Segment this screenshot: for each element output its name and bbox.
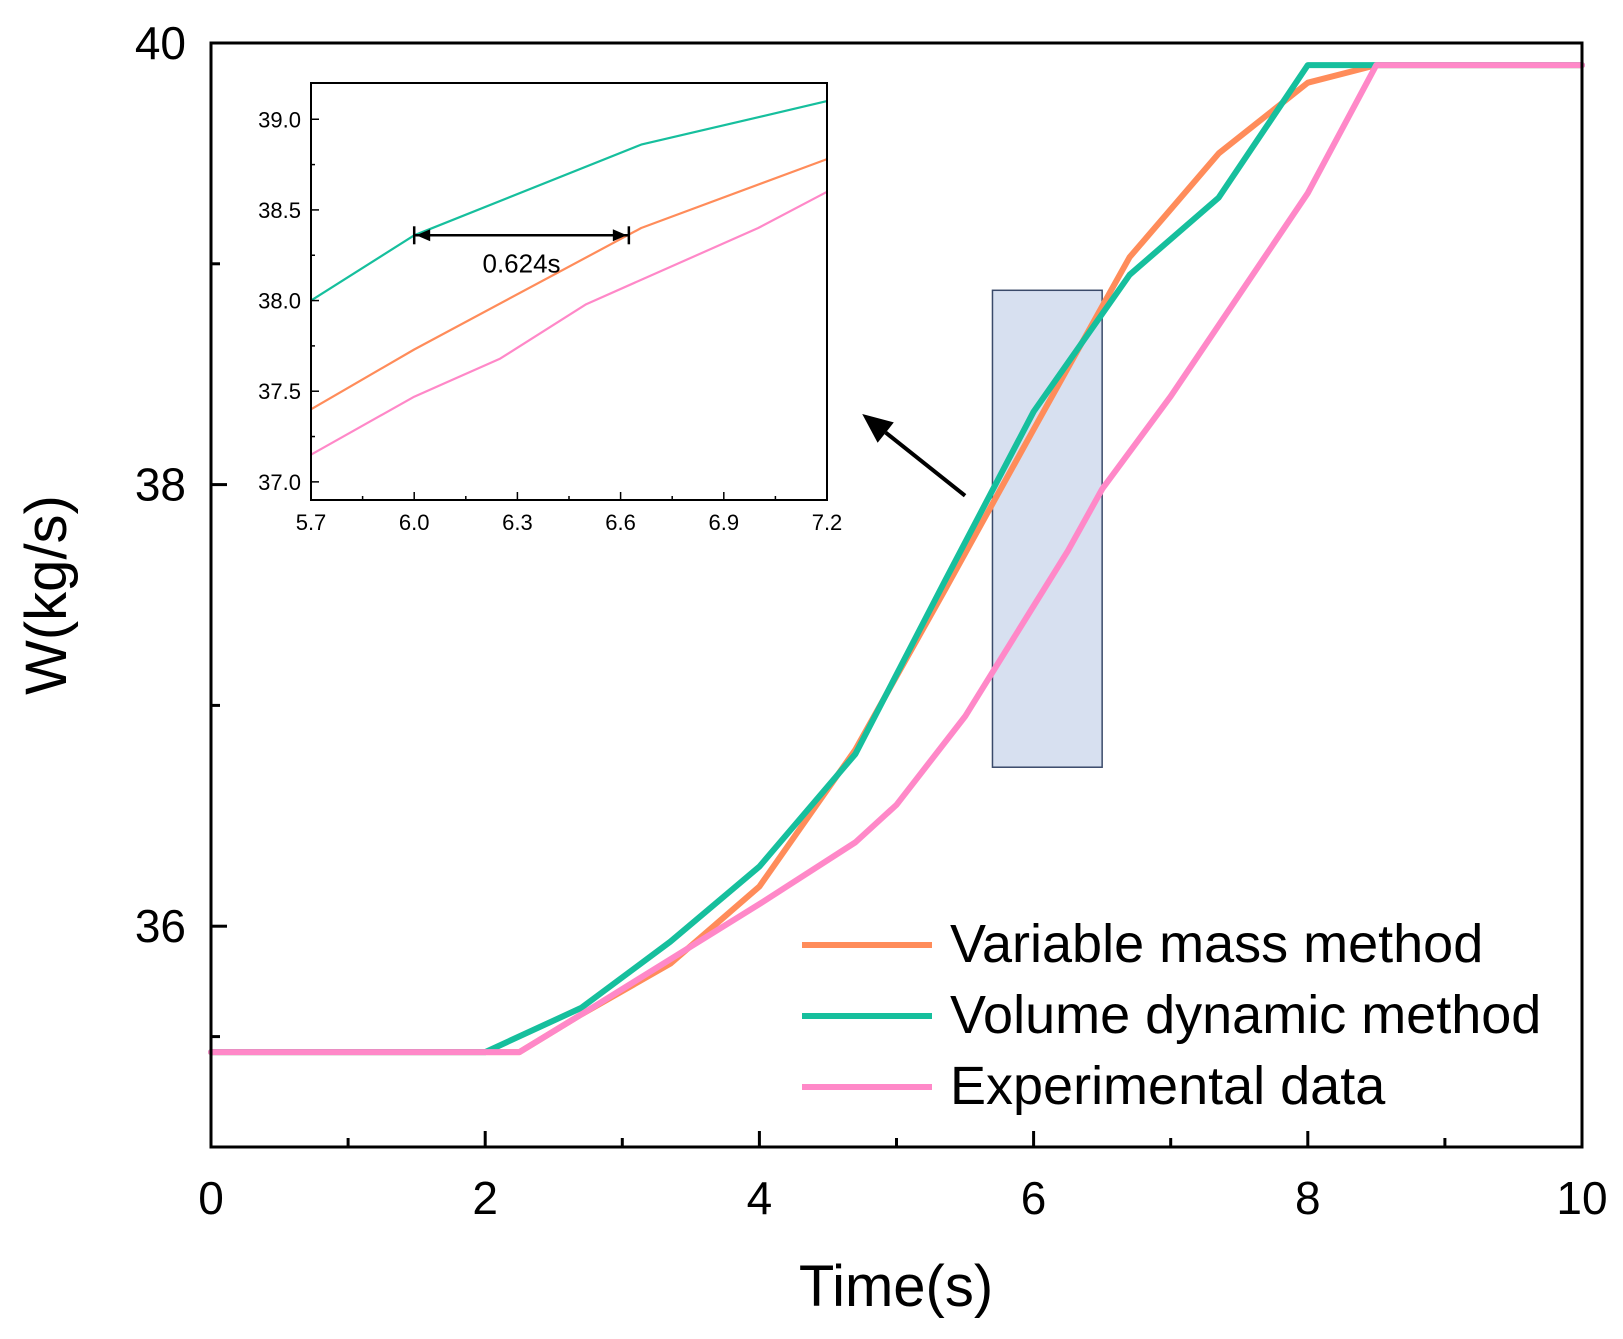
inset-x-tick-label: 6.3: [502, 510, 533, 535]
legend-label-variable-mass-method: Variable mass method: [950, 914, 1483, 974]
inset-y-tick-label: 37.0: [258, 470, 301, 495]
x-tick-label: 2: [472, 1172, 498, 1224]
series-line-experimental-data: [208, 62, 1585, 1056]
inset-x-tick-label: 6.9: [709, 510, 740, 535]
inset-series-line-experimental-data: [310, 190, 828, 456]
main-axes-layer: 0 2 4 6 8 10 36 38 40: [135, 17, 1608, 1224]
legend: Variable mass method Volume dynamic metho…: [802, 914, 1541, 1116]
zoom-arrow-layer: [862, 413, 967, 498]
inset-axes-layer: 5.7 6.0 6.3 6.6 6.9 7.2 37.0 37.5 38.0 38.5 39.0: [258, 107, 842, 535]
inset-x-tick-label: 7.2: [812, 510, 843, 535]
x-axis-title: Time(s): [799, 1254, 993, 1319]
main-series-layer: [208, 62, 1585, 1056]
zoom-arrow-head: [862, 413, 894, 443]
inset-chart: 5.7 6.0 6.3 6.6 6.9 7.2 37.0 37.5 38.0 38.5 39.0 0…: [258, 82, 842, 535]
inset-y-tick-label: 37.5: [258, 379, 301, 404]
inset-x-tick-label: 5.7: [296, 510, 327, 535]
highlight-layer: [991, 289, 1103, 768]
delay-annotation-label: 0.624s: [482, 248, 560, 278]
x-tick-label: 6: [1021, 1172, 1047, 1224]
inset-series-layer: [310, 100, 828, 456]
y-tick-label: 36: [135, 900, 186, 952]
inset-y-tick-label: 38.5: [258, 198, 301, 223]
inset-series-line-volume-dynamic-method: [310, 100, 828, 302]
delay-arrow-left-head: [416, 229, 431, 242]
x-tick-label: 10: [1556, 1172, 1607, 1224]
y-tick-label: 38: [135, 459, 186, 511]
inset-x-tick-label: 6.0: [399, 510, 430, 535]
series-line-volume-dynamic-method: [208, 62, 1585, 1056]
y-axis-title: W(kg/s): [14, 495, 79, 695]
delay-arrow-right-head: [612, 229, 627, 242]
zoom-arrow-shaft: [884, 431, 967, 498]
inset-annotation-layer: 0.624s: [412, 226, 631, 278]
inset-x-tick-label: 6.6: [605, 510, 636, 535]
legend-label-experimental-data: Experimental data: [950, 1056, 1386, 1116]
x-tick-label: 4: [747, 1172, 773, 1224]
x-tick-label: 8: [1295, 1172, 1321, 1224]
inset-background: [311, 83, 827, 500]
x-tick-label: 0: [198, 1172, 224, 1224]
zoom-highlight-region: [991, 289, 1103, 768]
legend-label-volume-dynamic-method: Volume dynamic method: [950, 985, 1541, 1045]
y-tick-label: 40: [135, 17, 186, 69]
inset-series-line-variable-mass-method: [310, 158, 828, 411]
inset-y-tick-label: 39.0: [258, 107, 301, 132]
inset-y-tick-label: 38.0: [258, 289, 301, 314]
